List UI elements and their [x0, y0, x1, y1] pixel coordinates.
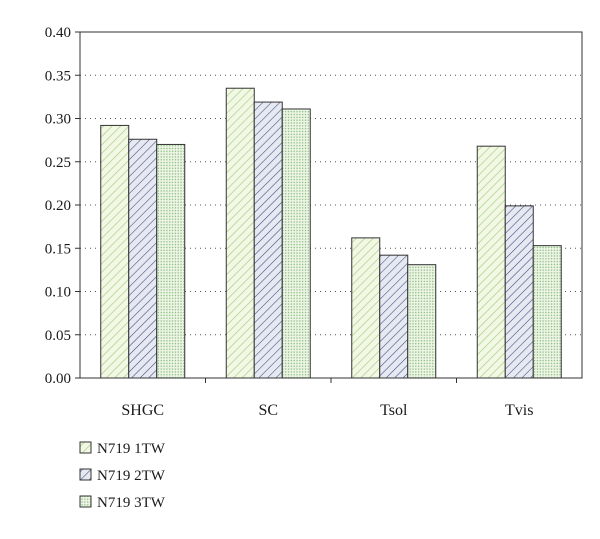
legend-swatch [79, 495, 92, 508]
y-tick-label: 0.40 [45, 25, 71, 41]
x-category-label: Tsol [380, 402, 408, 419]
bar-shgc-series-3 [156, 143, 186, 379]
y-tick-label: 0.00 [45, 371, 71, 387]
bar-sc-series-2 [253, 101, 283, 379]
y-tick-label: 0.15 [45, 241, 71, 257]
bar-tsol-series-1 [351, 237, 381, 379]
bar-sc-series-3 [281, 108, 311, 379]
bar-tvis-series-3 [532, 245, 562, 379]
legend-label: N719 1TW [97, 441, 166, 457]
legend-label: N719 3TW [97, 495, 166, 511]
bar-tvis-series-2 [504, 205, 534, 379]
y-tick-label: 0.35 [45, 68, 71, 84]
legend-label: N719 2TW [97, 468, 166, 484]
bar-shgc-series-1 [100, 124, 130, 379]
y-tick-label: 0.30 [45, 112, 71, 128]
x-category-label: Tvis [505, 402, 533, 419]
y-tick-label: 0.20 [45, 198, 71, 214]
x-category-label: SC [258, 402, 278, 419]
legend-swatch [79, 468, 92, 481]
y-tick-label: 0.05 [45, 328, 71, 344]
y-tick-label: 0.10 [45, 285, 71, 301]
bar-tsol-series-2 [379, 254, 409, 379]
bar-shgc-series-2 [128, 138, 158, 379]
y-tick-label: 0.25 [45, 155, 71, 171]
legend-swatch [79, 441, 92, 454]
x-category-label: SHGC [121, 402, 164, 419]
bar-tsol-series-3 [407, 264, 437, 379]
bar-tvis-series-1 [476, 145, 506, 379]
bar-sc-series-1 [225, 87, 255, 379]
